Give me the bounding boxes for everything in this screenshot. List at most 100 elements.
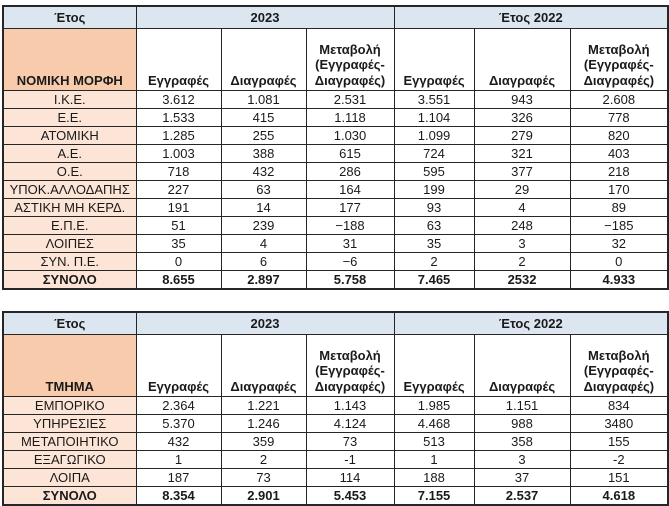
value-cell: 93 [393, 198, 475, 217]
value-cell: 151 [569, 468, 669, 487]
row-label: ΑΤΟΜΙΚΗ [2, 126, 137, 145]
value-cell: 943 [473, 90, 571, 109]
value-cell: 1 [135, 450, 222, 469]
value-cell: 155 [569, 432, 669, 451]
col-header: Διαγραφές [220, 28, 307, 91]
value-cell: 2 [220, 450, 307, 469]
col-header: Μεταβολή (Εγγραφές- Διαγραφές) [569, 28, 669, 91]
year-header-row: Έτος 2023 Έτος 2022 [2, 311, 669, 335]
value-cell: 51 [135, 216, 222, 235]
value-cell: 1.003 [135, 144, 222, 163]
table-row: ΛΟΙΠΕΣ 35 4 31 35 3 32 [2, 234, 669, 253]
table-row: ΑΣΤΙΚΗ ΜΗ ΚΕΡΔ. 191 14 177 93 4 89 [2, 198, 669, 217]
row-label: ΥΠΗΡΕΣΙΕΣ [2, 414, 137, 433]
group-header-2022: Έτος 2022 [393, 311, 669, 335]
value-cell: 2.537 [473, 486, 571, 506]
row-label: ΕΞΑΓΩΓΙΚΟ [2, 450, 137, 469]
value-cell: 403 [569, 144, 669, 163]
value-cell: 35 [393, 234, 475, 253]
value-cell: 3.612 [135, 90, 222, 109]
value-cell: 4.124 [305, 414, 395, 433]
sector-table: Έτος 2023 Έτος 2022 ΤΜΗΜΑ Εγγραφές Διαγρ… [2, 311, 669, 506]
col-header: Εγγραφές [135, 28, 222, 91]
row-label: Α.Ε. [2, 144, 137, 163]
value-cell: 2 [393, 252, 475, 271]
row-label: ΛΟΙΠΕΣ [2, 234, 137, 253]
row-label: ΛΟΙΠΑ [2, 468, 137, 487]
value-cell: 5.453 [305, 486, 395, 506]
value-cell: 8.354 [135, 486, 222, 506]
row-label: ΕΜΠΟΡΙΚΟ [2, 396, 137, 415]
group-header-2023: 2023 [135, 5, 395, 29]
value-cell: 7.465 [393, 270, 475, 290]
value-cell: 1.533 [135, 108, 222, 127]
value-cell: 2.901 [220, 486, 307, 506]
table-row: ΕΞΑΓΩΓΙΚΟ 1 2 -1 1 3 -2 [2, 450, 669, 469]
row-label: Ο.Ε. [2, 162, 137, 181]
value-cell: 718 [135, 162, 222, 181]
value-cell: 7.155 [393, 486, 475, 506]
row-label: ΣΥΝ. Π.Ε. [2, 252, 137, 271]
value-cell: 326 [473, 108, 571, 127]
value-cell: 615 [305, 144, 395, 163]
group-header-2022: Έτος 2022 [393, 5, 669, 29]
value-cell: 595 [393, 162, 475, 181]
row-label: ΣΥΝΟΛΟ [2, 270, 137, 290]
value-cell: 3 [473, 234, 571, 253]
value-cell: 1.104 [393, 108, 475, 127]
total-row: ΣΥΝΟΛΟ 8.354 2.901 5.453 7.155 2.537 4.618 [2, 486, 669, 506]
value-cell: 988 [473, 414, 571, 433]
year-label-cell: Έτος [2, 311, 137, 335]
year-label-cell: Έτος [2, 5, 137, 29]
value-cell: 218 [569, 162, 669, 181]
row-label: Ε.Ε. [2, 108, 137, 127]
value-cell: 227 [135, 180, 222, 199]
value-cell: 35 [135, 234, 222, 253]
value-cell: 1.246 [220, 414, 307, 433]
value-cell: 2.531 [305, 90, 395, 109]
value-cell: 724 [393, 144, 475, 163]
value-cell: 63 [393, 216, 475, 235]
col-header: Διαγραφές [220, 334, 307, 397]
table-row: Ι.Κ.Ε. 3.612 1.081 2.531 3.551 943 2.608 [2, 90, 669, 109]
row-label: Ι.Κ.Ε. [2, 90, 137, 109]
value-cell: 4.468 [393, 414, 475, 433]
value-cell: 358 [473, 432, 571, 451]
value-cell: 4 [220, 234, 307, 253]
value-cell: 187 [135, 468, 222, 487]
value-cell: 4 [473, 198, 571, 217]
value-cell: 415 [220, 108, 307, 127]
value-cell: 177 [305, 198, 395, 217]
value-cell: 1.081 [220, 90, 307, 109]
table-row: ΛΟΙΠΑ 187 73 114 188 37 151 [2, 468, 669, 487]
value-cell: 2.608 [569, 90, 669, 109]
value-cell: 6 [220, 252, 307, 271]
value-cell: 239 [220, 216, 307, 235]
col-header: Εγγραφές [393, 28, 475, 91]
value-cell: 4.618 [569, 486, 669, 506]
table-row: Ε.Π.Ε. 51 239 −188 63 248 −185 [2, 216, 669, 235]
value-cell: 1.143 [305, 396, 395, 415]
value-cell: 248 [473, 216, 571, 235]
col-header: Μεταβολή (Εγγραφές- Διαγραφές) [305, 334, 395, 397]
value-cell: 1 [393, 450, 475, 469]
value-cell: 255 [220, 126, 307, 145]
value-cell: 3.551 [393, 90, 475, 109]
table-row: Α.Ε. 1.003 388 615 724 321 403 [2, 144, 669, 163]
year-header-row: Έτος 2023 Έτος 2022 [2, 5, 669, 29]
value-cell: 32 [569, 234, 669, 253]
value-cell: 73 [220, 468, 307, 487]
col-header: Μεταβολή (Εγγραφές- Διαγραφές) [305, 28, 395, 91]
value-cell: 14 [220, 198, 307, 217]
col-header: Εγγραφές [135, 334, 222, 397]
col-header: Διαγραφές [473, 28, 571, 91]
row-dimension-header: ΤΜΗΜΑ [2, 334, 137, 397]
col-header: Εγγραφές [393, 334, 475, 397]
value-cell: 1.030 [305, 126, 395, 145]
value-cell: 0 [569, 252, 669, 271]
legal-form-table: Έτος 2023 Έτος 2022 ΝΟΜΙΚΗ ΜΟΡΦΗ Εγγραφέ… [2, 5, 669, 290]
value-cell: 170 [569, 180, 669, 199]
table-row: ΕΜΠΟΡΙΚΟ 2.364 1.221 1.143 1.985 1.151 834 [2, 396, 669, 415]
value-cell: 191 [135, 198, 222, 217]
value-cell: −185 [569, 216, 669, 235]
